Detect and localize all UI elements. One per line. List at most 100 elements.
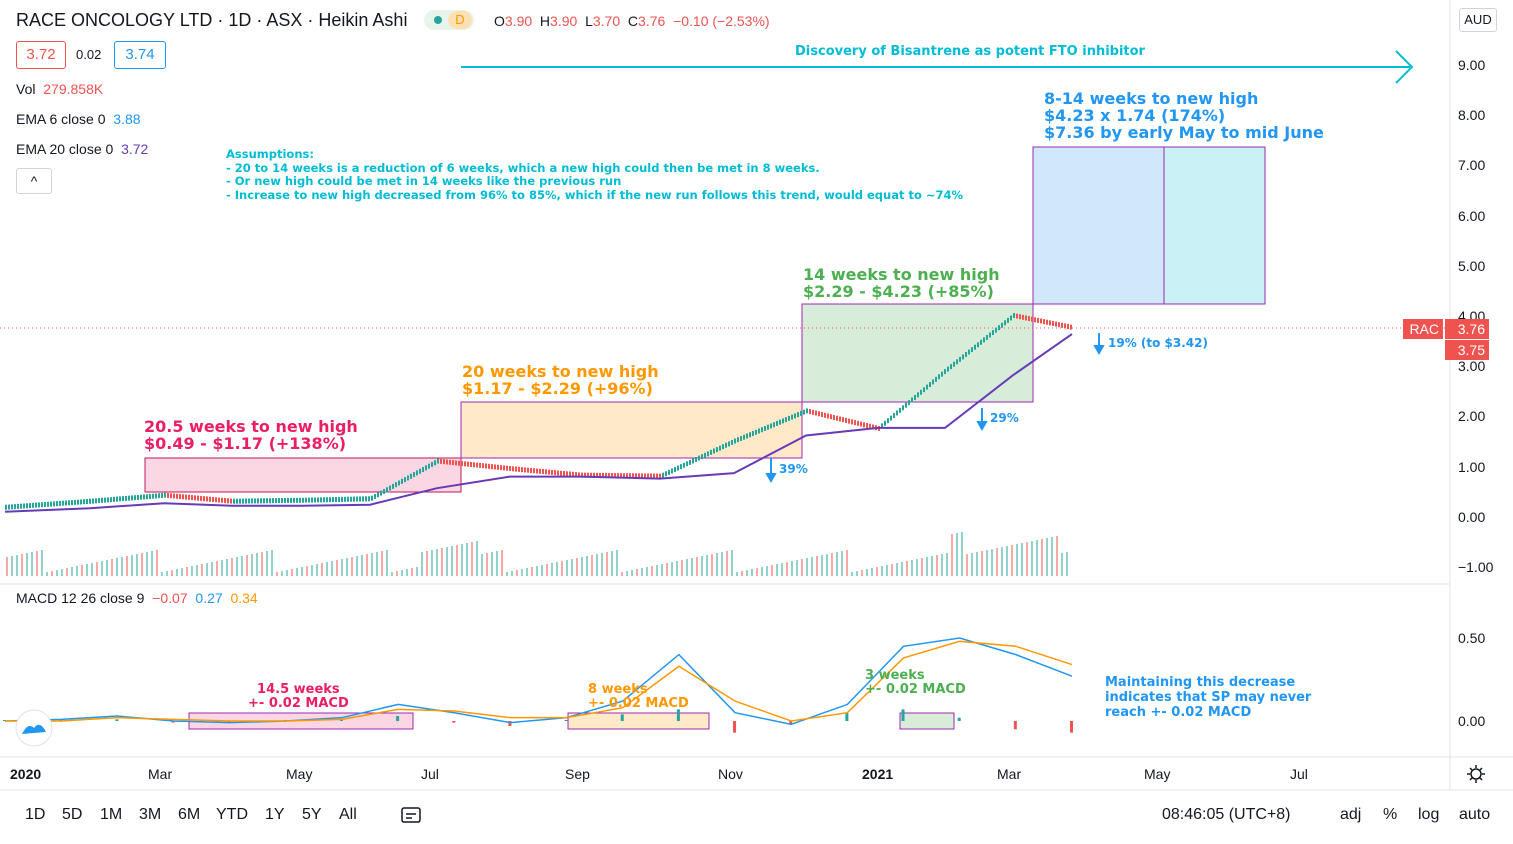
- candle: [833, 414, 835, 420]
- candle: [959, 356, 961, 362]
- candle: [359, 496, 361, 502]
- volume-bar: [906, 561, 908, 576]
- currency-button[interactable]: AUD: [1459, 8, 1497, 32]
- candle: [266, 498, 268, 504]
- candle: [1013, 313, 1015, 318]
- candle: [620, 473, 622, 479]
- volume-bar: [236, 557, 238, 576]
- volume-bar: [156, 550, 158, 576]
- volume-legend[interactable]: Vol 279.858K: [16, 81, 104, 97]
- candle: [119, 496, 121, 502]
- timeframe-button-1d[interactable]: 1D: [25, 806, 46, 823]
- timeframe-button-6m[interactable]: 6M: [178, 806, 201, 823]
- timeframe-button-3m[interactable]: 3M: [139, 806, 162, 823]
- macd-hist-bar: [508, 721, 512, 726]
- macd-hist-bar: [115, 719, 119, 721]
- ohlc-readout: O3.90 H3.90 L3.70 C3.76 −0.10 (−2.53%): [494, 13, 770, 29]
- candle: [500, 465, 502, 471]
- ema6-legend[interactable]: EMA 6 close 0 3.88: [16, 111, 141, 127]
- timeframe-button-5y[interactable]: 5Y: [302, 806, 322, 823]
- adj-toggle[interactable]: adj: [1340, 806, 1362, 823]
- volume-bar: [811, 557, 813, 576]
- change-value: −0.10 (−2.53%): [673, 13, 770, 29]
- buy-price-button[interactable]: 3.74: [114, 41, 166, 69]
- volume-bar: [366, 554, 368, 576]
- volume-bar: [106, 560, 108, 576]
- log-toggle[interactable]: log: [1418, 806, 1440, 823]
- time-tick-label: Mar: [148, 766, 173, 782]
- volume-bar: [616, 550, 618, 576]
- candle: [413, 472, 415, 478]
- candle: [704, 452, 706, 458]
- candle: [44, 502, 46, 508]
- spread-value: 0.02: [76, 47, 102, 62]
- run3-box: [801, 303, 1034, 403]
- collapse-legend-button[interactable]: ^: [16, 168, 52, 194]
- candle: [278, 498, 280, 504]
- volume-bar: [171, 570, 173, 576]
- candle: [740, 435, 742, 441]
- percent-toggle[interactable]: %: [1383, 806, 1398, 823]
- candle: [905, 402, 907, 408]
- volume-bar: [76, 566, 78, 576]
- ema20-legend[interactable]: EMA 20 close 0 3.72: [16, 141, 149, 157]
- candle: [785, 417, 787, 423]
- candle: [356, 496, 358, 502]
- candle: [428, 463, 430, 469]
- candle: [188, 494, 190, 500]
- open-value: 3.90: [504, 13, 533, 29]
- volume-bar: [451, 546, 453, 576]
- candle: [596, 472, 598, 478]
- candle: [296, 497, 298, 503]
- candle: [647, 473, 649, 479]
- volume-bar: [381, 551, 383, 576]
- macd-legend[interactable]: MACD 12 26 close 9 −0.07 0.27 0.34: [16, 590, 258, 606]
- volume-bar: [601, 553, 603, 576]
- candle: [941, 371, 943, 377]
- data-status-badge[interactable]: D: [424, 10, 474, 30]
- clock-readout[interactable]: 08:46:05 (UTC+8): [1162, 806, 1291, 823]
- candle: [638, 473, 640, 479]
- timeframe-button-all[interactable]: All: [339, 806, 357, 823]
- candle: [944, 369, 946, 375]
- timeframe-button-1m[interactable]: 1M: [100, 806, 123, 823]
- run4-box-b: [1163, 146, 1266, 305]
- candle: [503, 465, 505, 471]
- volume-bar: [731, 550, 733, 576]
- candle: [281, 498, 283, 504]
- volume-bar: [636, 569, 638, 576]
- candle: [125, 495, 127, 501]
- candle: [461, 461, 463, 467]
- volume-bar: [761, 567, 763, 576]
- candle: [1049, 320, 1051, 326]
- volume-bar: [1001, 547, 1003, 576]
- macd-line: [4, 637, 1073, 726]
- macd3-box: [899, 712, 955, 730]
- timeframe-button-1y[interactable]: 1Y: [265, 806, 285, 823]
- candle: [578, 472, 580, 478]
- timeframe-button-ytd[interactable]: YTD: [216, 806, 248, 823]
- volume-bar: [361, 555, 363, 576]
- volume-bar: [116, 558, 118, 576]
- candle: [341, 496, 343, 502]
- volume-bar: [646, 567, 648, 576]
- auto-toggle[interactable]: auto: [1459, 806, 1491, 823]
- candle: [932, 379, 934, 385]
- macd3-label: 3 weeks +- 0.02 MACD: [865, 668, 966, 697]
- candle: [401, 478, 403, 484]
- macd-tick-label: 0.00: [1458, 713, 1486, 729]
- candle: [902, 405, 904, 411]
- candle: [314, 497, 316, 503]
- volume-bar: [396, 571, 398, 576]
- sell-price-button[interactable]: 3.72: [16, 41, 66, 69]
- secondary-price-tag: 3.75: [1445, 340, 1489, 360]
- candle: [212, 496, 214, 502]
- volume-bar: [741, 571, 743, 576]
- candle: [881, 423, 883, 429]
- close-value: 3.76: [638, 13, 666, 29]
- candle: [485, 463, 487, 469]
- volume-bar: [271, 550, 273, 576]
- timeframe-button-5d[interactable]: 5D: [62, 806, 83, 823]
- candle: [221, 497, 223, 503]
